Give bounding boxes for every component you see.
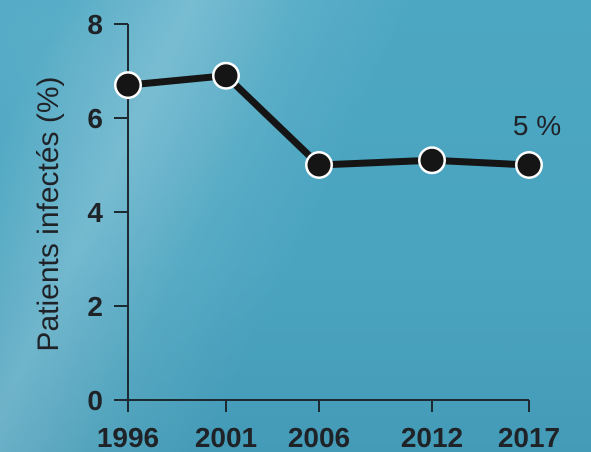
data-point-2006 [305,151,333,179]
y-axis: 0 2 4 6 8 [87,9,129,416]
x-tick-label-2012: 2012 [401,422,463,452]
x-tick-label-1996: 1996 [97,422,159,452]
y-tick-label-8: 8 [87,9,103,40]
data-point-1996 [114,71,142,100]
y-tick-label-2: 2 [87,291,103,322]
data-point-2017 [515,151,543,179]
y-tick-label-0: 0 [87,385,103,416]
data-point-marker-2017 [517,153,541,177]
x-tick-label-2001: 2001 [195,422,257,452]
series-layer [124,72,533,169]
annotation-label: 5 % [513,110,561,141]
data-point-marker-2001 [214,64,238,88]
points-layer [114,61,543,179]
y-axis-label: Patients infectés (%) [32,76,65,351]
data-point-2012 [418,146,446,175]
y-tick-label-6: 6 [87,103,103,134]
data-point-2001 [212,61,240,90]
x-tick-label-2017: 2017 [498,422,560,452]
x-tick-label-2006: 2006 [288,422,350,452]
data-point-marker-2012 [420,148,444,172]
y-tick-label-4: 4 [87,197,103,228]
x-axis: 1996 2001 2006 2012 2017 [97,399,560,452]
series-line [124,72,533,169]
data-point-marker-1996 [116,73,140,97]
data-point-marker-2006 [307,153,331,177]
